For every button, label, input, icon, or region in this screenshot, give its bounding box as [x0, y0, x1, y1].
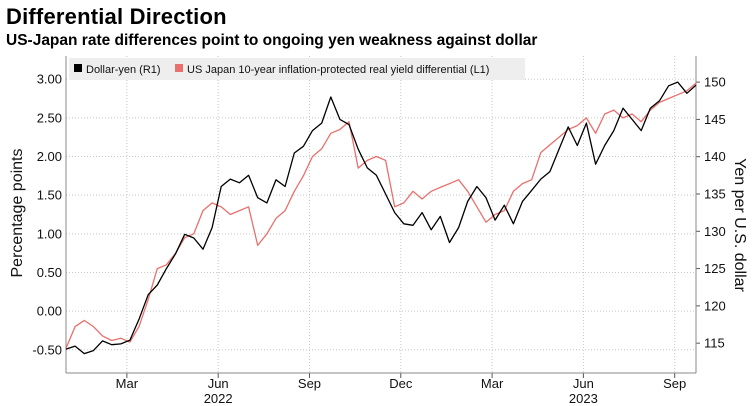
left-tick-label: 0.00	[37, 304, 62, 319]
right-tick-label: 150	[704, 75, 726, 90]
legend-swatch-real-yield	[175, 64, 183, 72]
left-tick-label: 2.00	[37, 149, 62, 164]
legend-swatch-dollar-yen	[74, 64, 82, 72]
right-axis-title: Yen per U.S. dollar	[731, 158, 748, 292]
series-layer	[65, 81, 697, 355]
left-tick-label: 0.50	[37, 265, 62, 280]
grid-layer	[66, 56, 696, 373]
left-tick-label: 1.00	[37, 226, 62, 241]
right-tick-label: 115	[704, 336, 725, 351]
left-tick-label: -0.50	[32, 342, 62, 357]
left-tick-label: 1.50	[37, 188, 62, 203]
x-tick-label: Sep	[298, 376, 321, 391]
right-tick-label: 145	[704, 112, 726, 127]
legend-label-real-yield: US Japan 10-year inflation-protected rea…	[187, 64, 489, 76]
x-tick-label: Jun	[573, 376, 594, 391]
x-tick-label: Sep	[663, 376, 686, 391]
left-axis-title: Percentage points	[9, 149, 26, 278]
x-tick-label: Jun	[208, 376, 229, 391]
chart-title: Differential Direction	[6, 4, 227, 29]
x-tick-label: Mar	[481, 376, 504, 391]
right-tick-label: 125	[704, 261, 726, 276]
x-tick-label: Dec	[389, 376, 413, 391]
legend: Dollar-yen (R1) US Japan 10-year inflati…	[69, 58, 525, 80]
right-tick-label: 130	[704, 224, 726, 239]
right-tick-label: 120	[704, 298, 726, 313]
x-tick-label: Mar	[116, 376, 139, 391]
right-tick-label: 140	[704, 149, 726, 164]
right-tick-label: 135	[704, 186, 726, 201]
series-line-real-yield	[65, 82, 697, 349]
chart-subtitle: US-Japan rate differences point to ongoi…	[6, 32, 538, 49]
legend-background	[69, 58, 525, 80]
left-tick-label: 3.00	[37, 72, 62, 87]
axis-layer: -0.50 0.00 0.50 1.00 1.50 2.00 2.50 3.00 115 120 1…	[32, 56, 726, 406]
left-tick-label: 2.50	[37, 110, 62, 125]
x-year-label: 2023	[569, 391, 598, 406]
series-line-dollar-yen	[65, 81, 697, 355]
x-year-label: 2022	[204, 391, 233, 406]
legend-label-dollar-yen: Dollar-yen (R1)	[86, 64, 161, 76]
